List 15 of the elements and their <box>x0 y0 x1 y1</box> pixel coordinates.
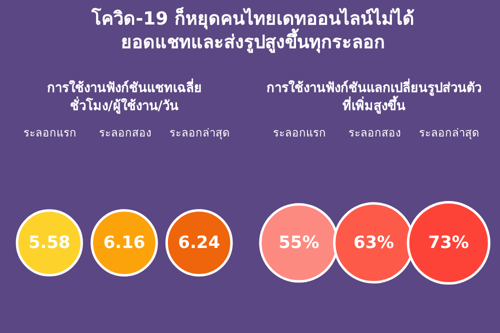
data-label: 6.24 <box>178 232 220 252</box>
category-label: ระลอกล่าสุด <box>170 126 230 140</box>
text: การใช้งานฟังก์ชันแชทเฉลี่ย ชั่วโมง/ผู้ใช้งาน/วัน <box>46 78 202 114</box>
data-label: 73% <box>428 232 469 252</box>
category-label: ระลอกแรก <box>272 126 326 140</box>
category-label: ระลอกสอง <box>98 126 151 140</box>
text: โควิด-19 ก็หยุดคนไทยเดทออนไลน์ไม่ได้ ยอดแชทและส่งรูปสูงขึ้นทุกระลอก <box>90 6 414 54</box>
category-label: ระลอกสอง <box>348 126 400 140</box>
data-label: 5.58 <box>28 232 70 252</box>
text: การใช้งานฟังก์ชันแลกเปลี่ยนรูปส่วนตัว ที่เพิ่มสูงขึ้น <box>266 78 482 114</box>
category-label: ระลอกล่าสุด <box>419 126 480 140</box>
data-label: 6.16 <box>103 232 146 252</box>
data-label: 55% <box>278 232 320 252</box>
data-label: 63% <box>353 232 394 252</box>
category-label: ระลอกแรก <box>23 126 76 140</box>
